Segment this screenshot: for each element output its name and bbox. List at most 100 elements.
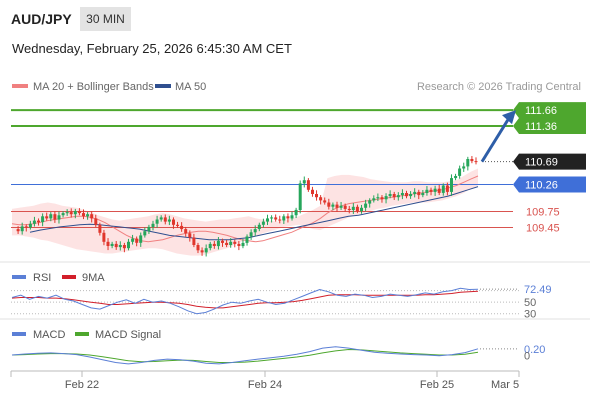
candle-body — [380, 197, 384, 200]
candle-body — [290, 215, 294, 219]
candle-body — [462, 166, 466, 169]
candle-body — [131, 238, 135, 242]
level-tag-resistance — [513, 102, 586, 119]
candle-body — [106, 241, 110, 246]
candle-body — [200, 250, 204, 253]
candle-body — [257, 224, 261, 229]
candle-body — [417, 191, 421, 196]
candle-body — [388, 194, 392, 197]
symbol-title: AUD/JPY — [11, 11, 72, 27]
candle-body — [409, 194, 413, 197]
candle-body — [135, 238, 139, 243]
candle-body — [180, 225, 184, 230]
candle-body — [188, 233, 192, 238]
candle-body — [396, 195, 400, 198]
candle-body — [298, 183, 302, 210]
candle-body — [45, 216, 49, 219]
candle-body — [413, 191, 417, 194]
candle-body — [249, 232, 253, 237]
legend-ma20-label: MA 20 + Bollinger Bands — [33, 81, 154, 93]
candle-body — [323, 200, 327, 203]
candle-body — [306, 180, 310, 190]
legend-9ma-swatch — [62, 275, 76, 279]
credit-label: Research © 2026 Trading Central — [417, 81, 581, 93]
x-tick-label: Feb 24 — [248, 379, 282, 391]
level-label: 110.69 — [525, 157, 558, 169]
candle-body — [237, 243, 241, 246]
x-tick-label: Feb 22 — [65, 379, 99, 391]
x-tick-label: Feb 25 — [420, 379, 454, 391]
candle-body — [159, 217, 163, 220]
candle-body — [445, 185, 449, 192]
candle-body — [221, 240, 224, 243]
candle-body — [24, 226, 28, 228]
candle-body — [37, 220, 40, 223]
candle-body — [32, 220, 36, 224]
candle-body — [204, 248, 208, 253]
candle-body — [139, 235, 143, 243]
candle-body — [73, 211, 77, 215]
level-label: 109.75 — [526, 207, 560, 219]
candle-body — [122, 245, 126, 249]
candle-body — [94, 218, 98, 225]
rsi-line — [11, 287, 479, 315]
timeframe-badge[interactable]: 30 MIN — [80, 7, 131, 31]
candle-body — [360, 207, 363, 211]
candle-body — [28, 223, 32, 228]
candle-body — [216, 240, 220, 247]
legend-ma20-swatch — [12, 84, 28, 88]
level-tag-last — [513, 153, 586, 170]
candle-body — [372, 198, 376, 201]
level-tag-resistance — [513, 118, 586, 135]
candle-body — [425, 189, 429, 193]
candle-body — [86, 214, 90, 217]
candle-body — [82, 213, 85, 217]
candle-body — [172, 219, 175, 225]
candle-body — [208, 243, 212, 249]
candle-body — [282, 216, 286, 221]
candle-body — [339, 205, 343, 208]
candle-body — [311, 189, 314, 194]
candle-body — [319, 197, 323, 201]
candle-body — [241, 242, 245, 247]
macd-signal-line — [11, 348, 479, 363]
macd-tick-label: 0 — [524, 351, 530, 363]
legend-macd-label: MACD — [33, 329, 65, 341]
ma20-line — [11, 175, 479, 243]
macd-tick-label: 0.20 — [524, 344, 545, 356]
legend-macd-signal-swatch — [75, 332, 89, 336]
forecast-arrow-shaft — [480, 117, 511, 163]
forecast-arrow-head — [502, 110, 516, 125]
candle-body — [127, 241, 130, 249]
candle-body — [147, 226, 151, 232]
level-tag-pivot — [513, 176, 586, 193]
candle-body — [347, 208, 351, 210]
candle-body — [229, 241, 233, 245]
candle-body — [53, 214, 57, 220]
candle-body — [77, 211, 81, 214]
candle-body — [212, 243, 216, 246]
candle-body — [110, 243, 114, 246]
level-label: 110.26 — [525, 179, 558, 191]
candle-body — [192, 237, 196, 245]
candle-body — [400, 193, 404, 196]
candle-body — [405, 193, 408, 197]
candle-body — [429, 189, 433, 192]
candle-body — [294, 209, 298, 216]
candle-body — [278, 219, 282, 221]
candle-body — [102, 232, 106, 242]
candle-body — [286, 216, 290, 219]
candle-body — [335, 204, 339, 208]
candle-body — [270, 217, 274, 219]
candle-body — [331, 204, 335, 207]
legend-9ma-label: 9MA — [82, 272, 105, 284]
level-label: 109.45 — [526, 222, 560, 234]
datetime-label: Wednesday, February 25, 2026 6:45:30 AM … — [12, 41, 292, 56]
legend-rsi-label: RSI — [33, 272, 51, 284]
candle-body — [196, 245, 200, 251]
candle-body — [368, 200, 372, 204]
candle-body — [376, 197, 380, 199]
rsi-9ma-line — [11, 290, 479, 309]
candle-body — [421, 193, 425, 196]
candle-body — [392, 194, 396, 198]
